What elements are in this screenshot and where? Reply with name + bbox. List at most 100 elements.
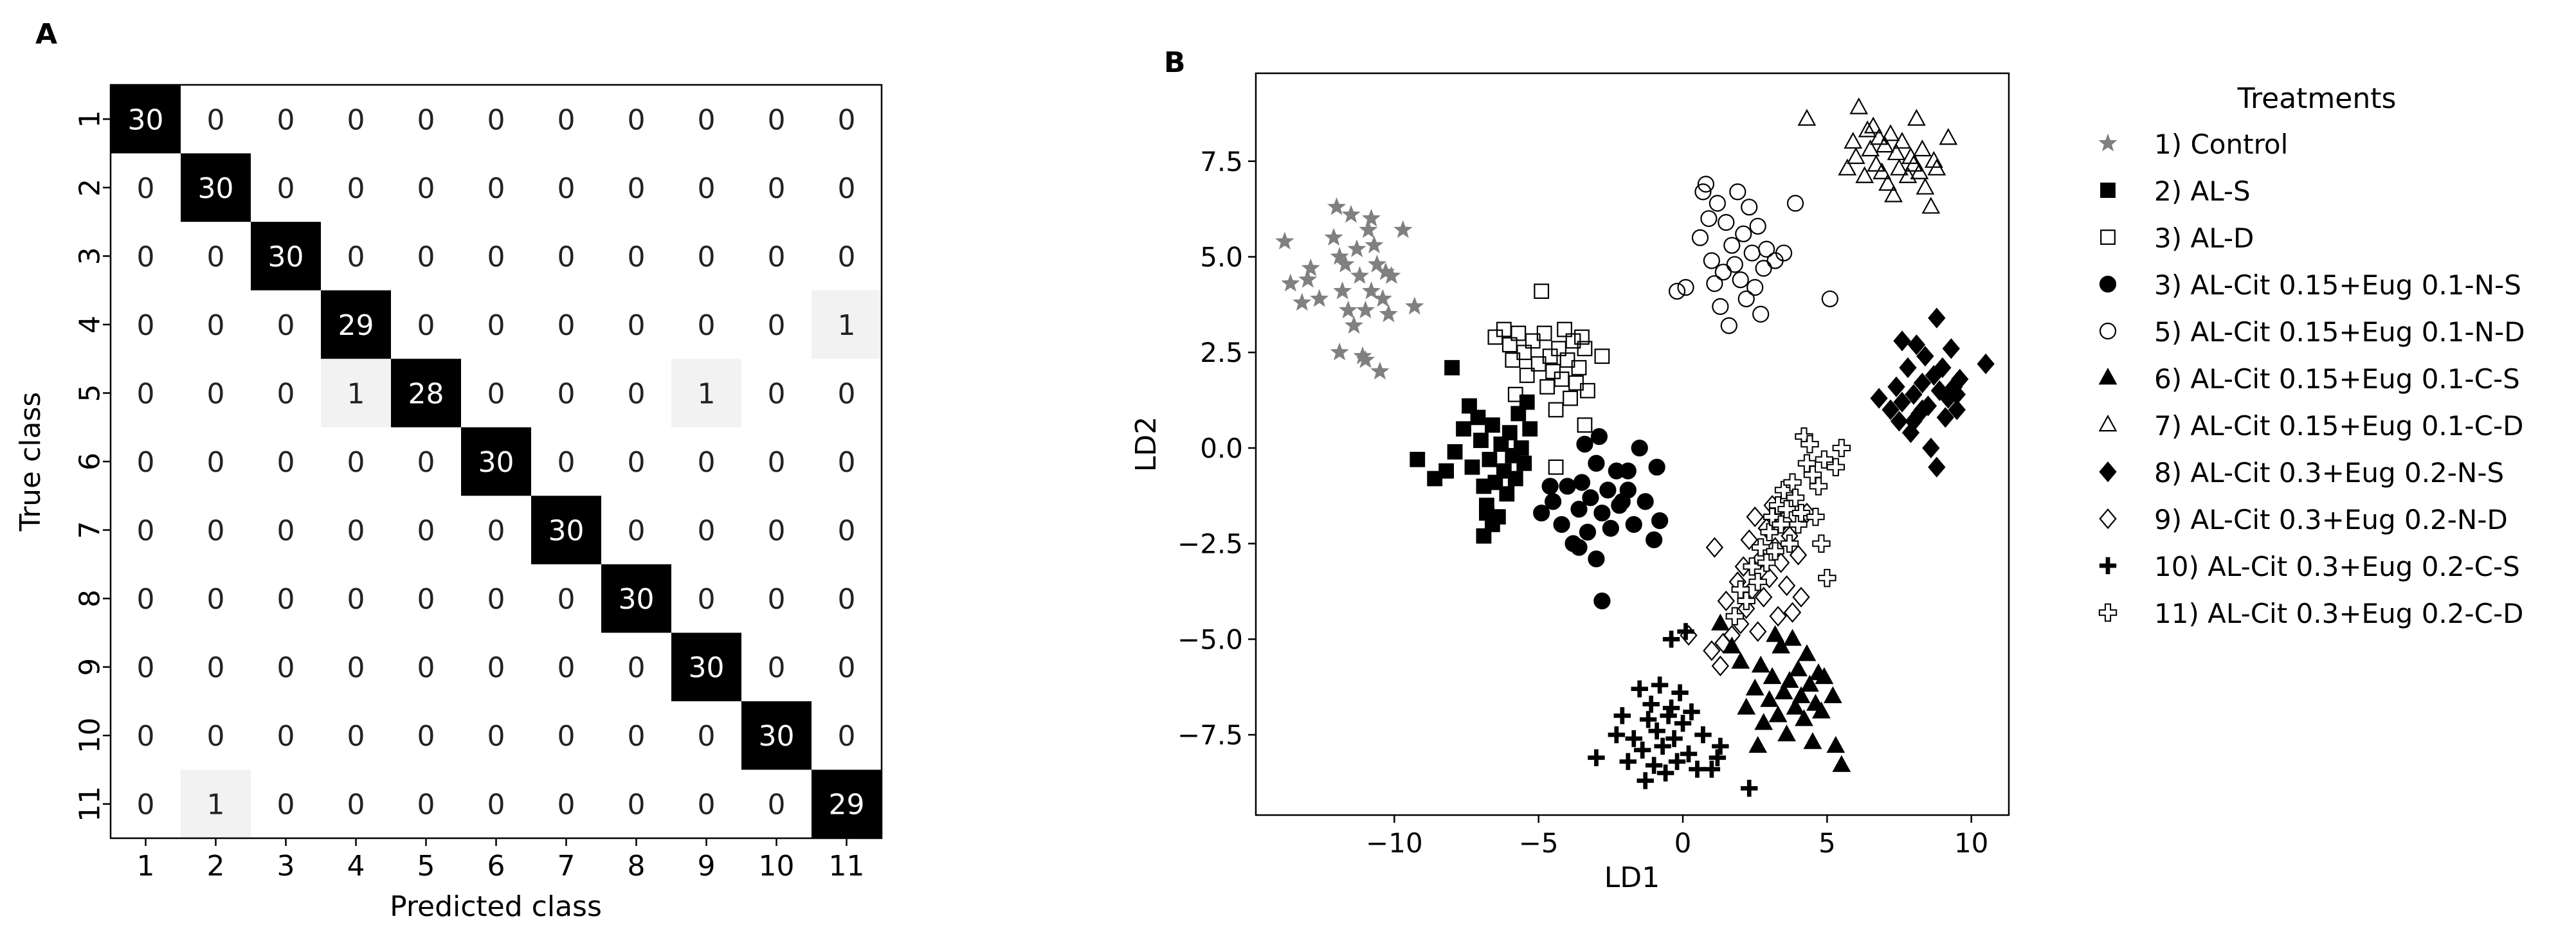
cm-x-tick-label: 3 bbox=[277, 850, 295, 883]
scatter-point bbox=[1772, 515, 1790, 534]
cm-cell bbox=[601, 427, 672, 496]
legend-label: 1) Control bbox=[2154, 129, 2288, 160]
cm-cell-value: 0 bbox=[558, 789, 576, 822]
scatter-y-tick-label: 7.5 bbox=[1200, 146, 1243, 177]
cm-cell-value: 29 bbox=[829, 789, 865, 822]
scatter-point bbox=[1789, 544, 1808, 566]
cm-cell-value: 30 bbox=[689, 652, 725, 685]
cm-cell-value: 0 bbox=[347, 720, 365, 753]
cm-cell bbox=[461, 633, 532, 702]
cm-cell-value: 29 bbox=[338, 309, 374, 342]
cm-cell-value: 0 bbox=[628, 652, 646, 685]
legend-label: 11) AL-Cit 0.3+Eug 0.2-C-D bbox=[2154, 598, 2523, 629]
cm-cell bbox=[181, 85, 251, 154]
scatter-point bbox=[1447, 444, 1463, 460]
scatter-point bbox=[1731, 652, 1750, 669]
legend-marker bbox=[2099, 322, 2117, 340]
scatter-point bbox=[1487, 474, 1503, 490]
scatter-point bbox=[1516, 455, 1532, 471]
cm-cell-value: 0 bbox=[417, 720, 435, 753]
scatter-point bbox=[1780, 670, 1799, 688]
cm-cell-value: 0 bbox=[558, 172, 576, 205]
scatter-point bbox=[1905, 411, 1923, 432]
scatter-series bbox=[1487, 283, 1610, 475]
scatter-point bbox=[1948, 384, 1966, 405]
cm-cell-value: 0 bbox=[137, 172, 155, 205]
scatter-point bbox=[1625, 516, 1642, 534]
cm-cell-value: 0 bbox=[137, 240, 155, 273]
cm-cell bbox=[251, 633, 322, 702]
scatter-legend: Treatments 1) Control 2) AL-S 3) AL-D 3) AL… bbox=[2098, 82, 2525, 629]
scatter-point bbox=[1717, 590, 1735, 611]
scatter-point bbox=[1482, 451, 1498, 467]
scatter-point bbox=[1588, 454, 1605, 472]
confusion-matrix-cells: 30 0 0 0 0 0 0 0 0 0 0 0 30 0 0 0 0 0 0 0 0 0 0 0 30 0 0 0 0 0 0 0 0 0 0 0 2… bbox=[111, 85, 882, 839]
cm-cell-value: 0 bbox=[277, 446, 295, 479]
cm-cell bbox=[181, 222, 251, 291]
cm-cell bbox=[321, 290, 392, 359]
cm-cell-value: 1 bbox=[347, 377, 365, 410]
legend-label: 5) AL-Cit 0.15+Eug 0.1-N-D bbox=[2154, 316, 2525, 348]
cm-cell-value: 0 bbox=[487, 720, 505, 753]
scatter-point bbox=[1815, 667, 1834, 685]
cm-x-tick-label: 8 bbox=[628, 850, 646, 883]
scatter-point bbox=[1281, 273, 1300, 292]
scatter-point bbox=[1786, 697, 1805, 715]
legend-label: 3) AL-D bbox=[2154, 222, 2254, 254]
scatter-point bbox=[1553, 516, 1570, 534]
legend-marker bbox=[2098, 368, 2118, 385]
scatter-point bbox=[1718, 213, 1735, 231]
scatter-point bbox=[1768, 496, 1788, 515]
legend-label: 7) AL-Cit 0.15+Eug 0.1-C-D bbox=[2154, 410, 2523, 442]
cm-y-tick-label: 7 bbox=[74, 521, 107, 539]
cm-cell-value: 0 bbox=[838, 103, 856, 136]
cm-cell-value: 0 bbox=[838, 583, 856, 616]
cm-cell bbox=[321, 85, 392, 154]
cm-cell-value: 0 bbox=[347, 103, 365, 136]
cm-y-tick-label: 9 bbox=[74, 658, 107, 676]
scatter-point bbox=[1344, 316, 1364, 334]
scatter-point bbox=[1382, 265, 1401, 284]
cm-cell-value: 0 bbox=[207, 583, 225, 616]
cm-cell bbox=[741, 701, 812, 770]
cm-cell-value: 0 bbox=[137, 583, 155, 616]
scatter-point bbox=[1777, 575, 1796, 597]
cm-cell bbox=[671, 769, 742, 839]
scatter-point bbox=[1631, 680, 1648, 697]
cm-cell-value: 0 bbox=[698, 103, 716, 136]
cm-cell-value: 0 bbox=[207, 309, 225, 342]
scatter-point bbox=[1867, 154, 1886, 172]
cm-cell bbox=[812, 85, 882, 154]
scatter-point bbox=[1916, 346, 1934, 367]
cm-cell-value: 0 bbox=[207, 377, 225, 410]
scatter-point bbox=[1359, 220, 1378, 238]
scatter-point bbox=[1301, 258, 1320, 276]
cm-cell bbox=[461, 85, 532, 154]
cm-cell bbox=[321, 564, 392, 633]
scatter-point bbox=[1870, 388, 1888, 409]
cm-y-axis-label: True class bbox=[14, 392, 47, 532]
scatter-point bbox=[1741, 780, 1758, 797]
cm-cell-value: 0 bbox=[277, 515, 295, 548]
cm-cell-value: 0 bbox=[558, 377, 576, 410]
scatter-point bbox=[1746, 279, 1764, 296]
scatter-point bbox=[1755, 260, 1772, 277]
cm-cell-value: 0 bbox=[487, 309, 505, 342]
legend-items: 1) Control 2) AL-S 3) AL-D 3) AL-Cit 0.15+E… bbox=[2098, 129, 2525, 629]
scatter-point bbox=[1709, 195, 1726, 212]
scatter-point bbox=[1922, 437, 1940, 459]
scatter-point bbox=[1464, 459, 1480, 475]
scatter-series bbox=[1870, 307, 1995, 478]
cm-cell-value: 0 bbox=[137, 446, 155, 479]
scatter-point bbox=[1758, 240, 1775, 258]
cm-cell-value: 0 bbox=[277, 652, 295, 685]
scatter-point bbox=[1907, 109, 1926, 126]
scatter-point bbox=[1800, 435, 1819, 454]
scatter-point bbox=[1838, 158, 1857, 175]
scatter-point bbox=[1703, 640, 1721, 661]
cm-cell bbox=[741, 290, 812, 359]
cm-cell bbox=[461, 222, 532, 291]
scatter-point bbox=[1769, 606, 1787, 627]
